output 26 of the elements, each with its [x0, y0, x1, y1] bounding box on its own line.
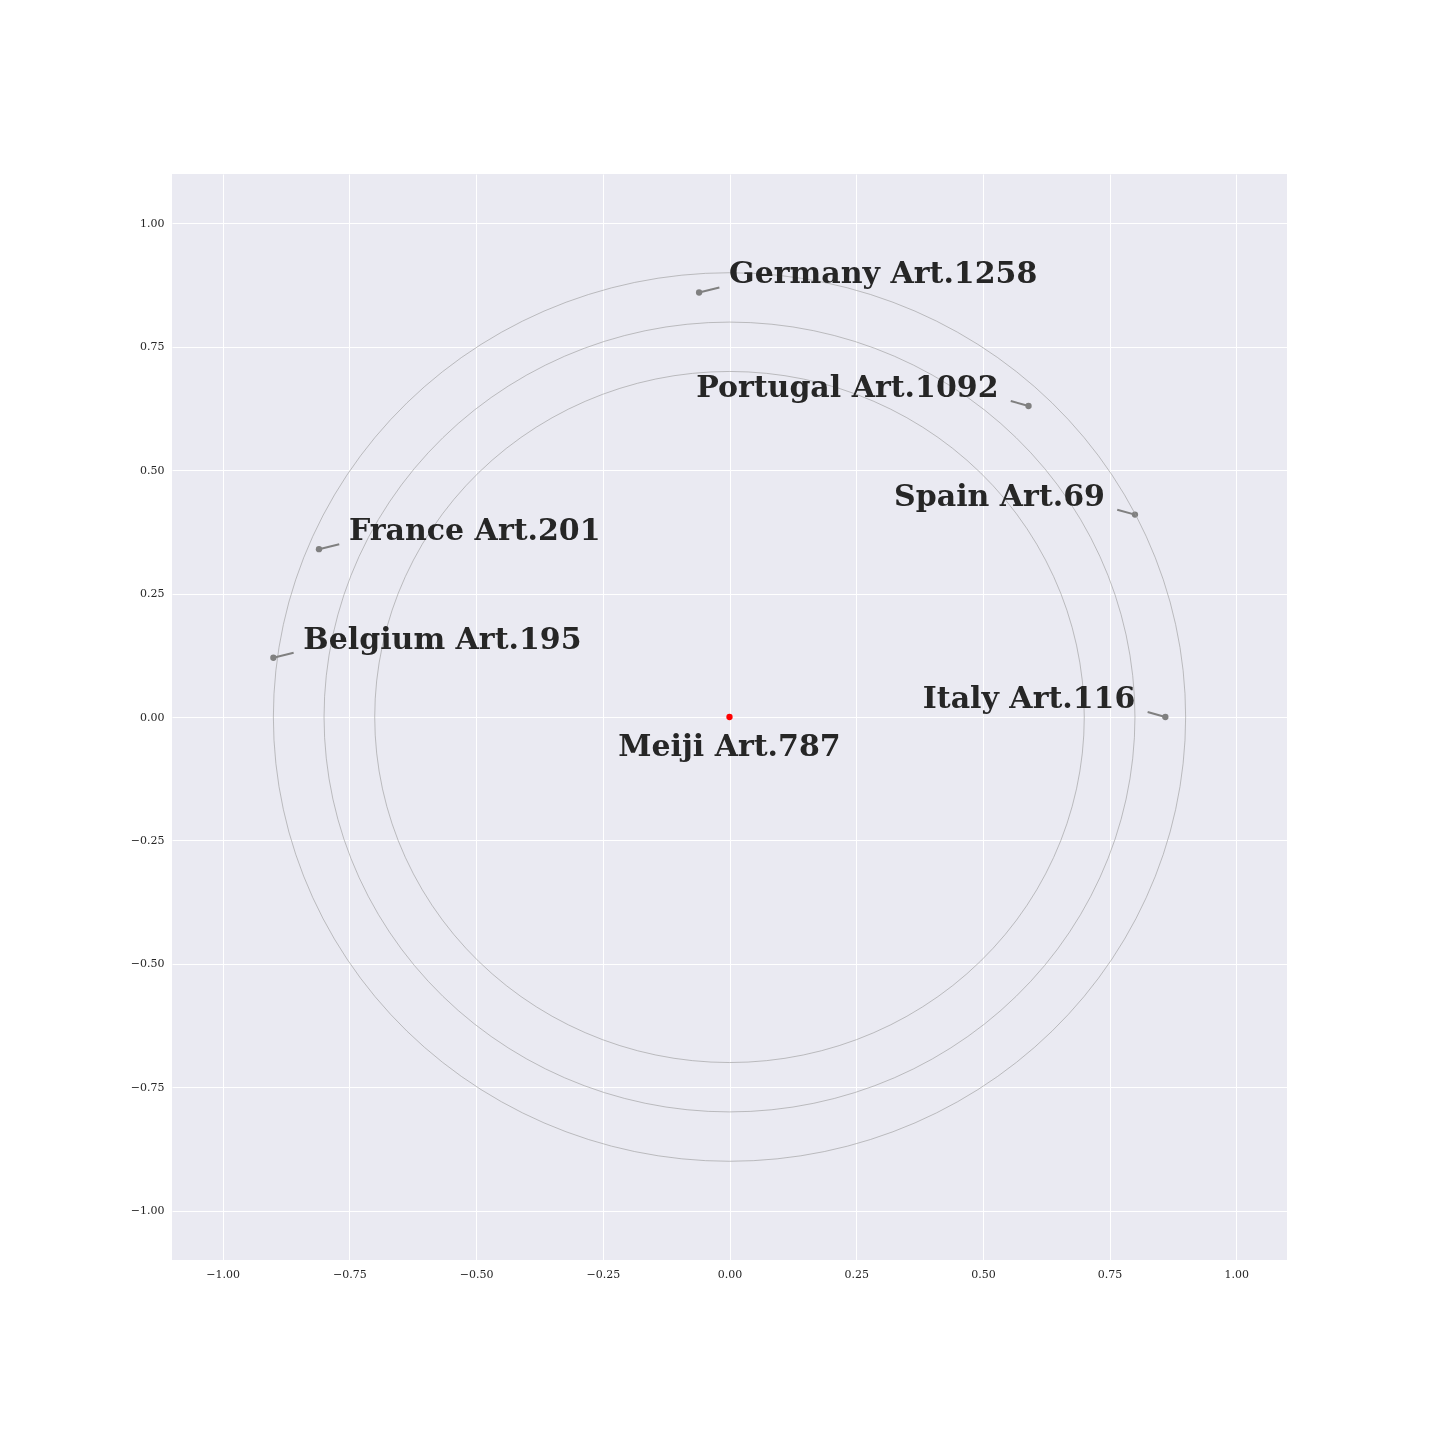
y-tick-label: 0.00 [140, 710, 165, 724]
y-tick-label: 0.25 [140, 587, 165, 601]
annotation: Belgium Art.195 [303, 620, 582, 656]
y-tick-label: 0.50 [140, 463, 165, 477]
x-tick-label: 0.25 [844, 1267, 869, 1281]
y-tick-label: 0.75 [140, 340, 165, 354]
x-tick-label: 1.00 [1224, 1267, 1250, 1281]
annotation: Germany Art.1258 [729, 255, 1038, 291]
annotation: Meiji Art.787 [618, 728, 841, 763]
annotation: Portugal Art.1092 [696, 369, 999, 405]
x-tick-label: −0.25 [586, 1267, 621, 1281]
y-tick-label: −0.75 [130, 1080, 165, 1094]
y-tick-label: −1.00 [130, 1204, 165, 1218]
x-tick-label: 0.50 [971, 1267, 996, 1281]
y-tick-label: 1.00 [140, 216, 165, 230]
x-tick-label: −0.50 [459, 1267, 494, 1281]
x-tick-label: 0.75 [1097, 1267, 1123, 1281]
y-tick-label: −0.25 [130, 833, 165, 847]
point [1025, 402, 1032, 410]
x-tick-label: 0.00 [717, 1267, 743, 1281]
y-tick-label: −0.50 [130, 957, 165, 971]
annotation: France Art.201 [348, 512, 601, 548]
annotation: Spain Art.69 [894, 477, 1105, 513]
x-tick-label: −0.75 [333, 1267, 367, 1281]
x-tick-label: −1.00 [206, 1267, 241, 1281]
annotation: Italy Art.116 [922, 680, 1136, 715]
